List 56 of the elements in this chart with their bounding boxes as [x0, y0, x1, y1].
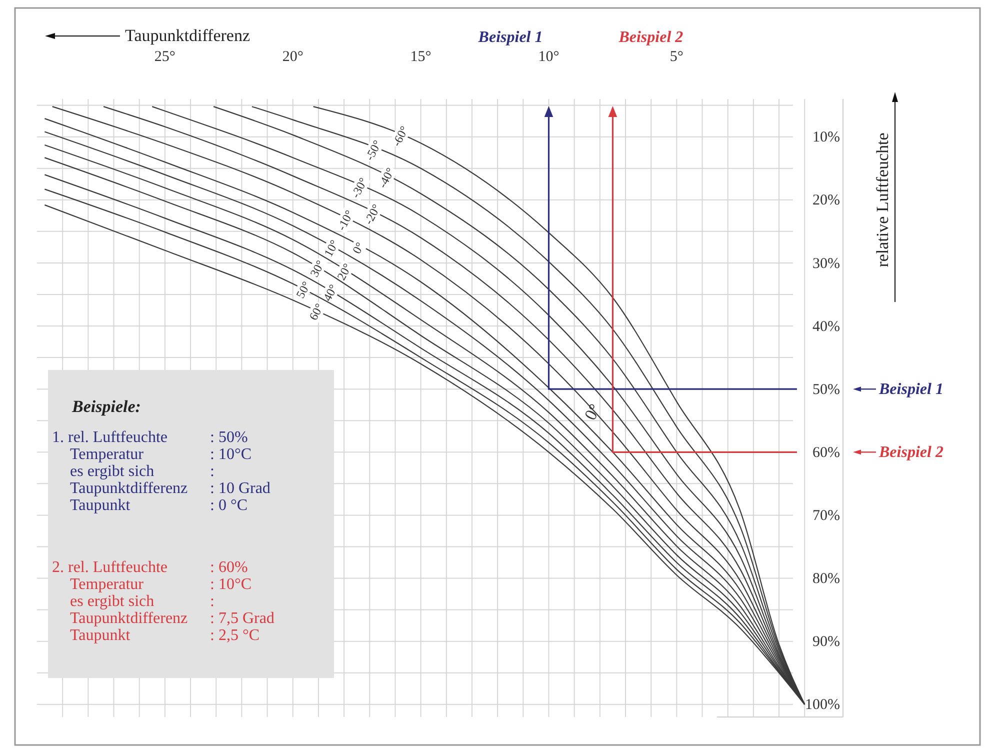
annotation: : 2,5 °C: [210, 627, 260, 644]
x-tick-label: 15°: [410, 49, 432, 65]
text: 50°: [293, 278, 314, 300]
x-tick-label: 20°: [282, 49, 304, 65]
annotation: : 10°C: [210, 446, 252, 463]
text: 0°: [350, 240, 368, 256]
text: 30°: [307, 258, 328, 280]
annotation: :: [210, 463, 214, 480]
annotation: Temperatur: [70, 576, 144, 593]
y-tick-label: 80%: [812, 571, 840, 588]
annotation: : 10°C: [210, 576, 252, 593]
y-tick-label: 40%: [812, 318, 840, 335]
text: Beispiel 2: [618, 29, 684, 46]
annotation: Taupunkt: [70, 497, 131, 514]
text: Beispiel 1: [477, 29, 543, 46]
annotation: Taupunktdifferenz: [70, 610, 188, 627]
y-tick-label: 70%: [812, 508, 840, 524]
text: -10°: [334, 208, 356, 233]
annotation: : 10 Grad: [210, 480, 270, 497]
text: -50°: [362, 138, 384, 163]
y-tick-label: 90%: [812, 634, 840, 650]
annotation: : 60%: [210, 559, 248, 576]
annotation: :: [210, 593, 214, 610]
y-tick-label: 60%: [812, 444, 840, 461]
text: -30°: [348, 175, 370, 200]
text: -40°: [375, 165, 398, 190]
annotation: Taupunkt: [70, 627, 131, 644]
annotation: : 0 °C: [210, 497, 248, 514]
annotation: : 7,5 Grad: [210, 610, 274, 627]
annotation: es ergibt sich: [70, 463, 154, 480]
y-tick-label: 100%: [805, 697, 840, 714]
y-tick-label: 50%: [812, 382, 840, 398]
annotation: Beispiele:: [71, 397, 141, 416]
annotation: 2. rel. Luftfeuchte: [52, 559, 168, 576]
y-tick-label: 20%: [812, 192, 840, 209]
annotation: Temperatur: [70, 446, 144, 463]
text: -60°: [389, 124, 412, 149]
annotation: : 50%: [210, 429, 248, 446]
x-tick-label: 10°: [538, 49, 560, 65]
text: 60°: [306, 300, 326, 323]
x-axis-title: Taupunktdifferenz: [125, 26, 250, 45]
y-axis-title: relative Luftfeuchte: [873, 132, 892, 268]
text: 40°: [320, 282, 340, 304]
text: 20°: [334, 260, 354, 282]
text: Beispiel 1: [878, 381, 944, 398]
x-tick-label: 25°: [154, 49, 176, 65]
text: Beispiel 2: [878, 444, 944, 462]
x-tick-label: 5°: [670, 49, 684, 65]
annotation: 1. rel. Luftfeuchte: [52, 429, 168, 446]
annotation: Taupunktdifferenz: [70, 480, 188, 497]
annotation: es ergibt sich: [70, 593, 154, 610]
text: 10°: [321, 237, 342, 259]
text: -20°: [361, 202, 384, 227]
y-tick-label: 30%: [812, 256, 840, 272]
y-tick-label: 10%: [812, 130, 840, 146]
annotation: 0°: [580, 400, 605, 424]
